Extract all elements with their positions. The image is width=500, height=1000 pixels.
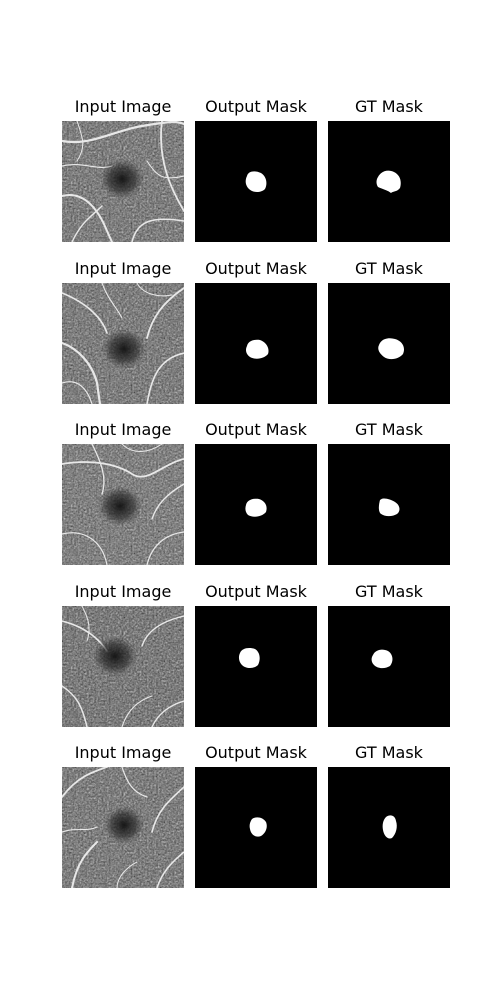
row-4-output-mask-blob bbox=[238, 648, 260, 668]
row-1-output-title: Output Mask bbox=[205, 97, 307, 116]
row-3-gt-mask bbox=[328, 444, 450, 565]
row-5-output-title: Output Mask bbox=[205, 743, 307, 762]
row-3-output-title: Output Mask bbox=[205, 420, 307, 439]
row-5-output-mask bbox=[195, 767, 317, 888]
row-1-gt-mask-blob bbox=[376, 170, 401, 193]
row-1-input-image bbox=[62, 121, 184, 242]
row-4-input-image bbox=[62, 606, 184, 727]
row-3-output-mask-blob bbox=[245, 498, 267, 517]
row-1-input-title: Input Image bbox=[74, 97, 172, 116]
row-1-gt-title: GT Mask bbox=[355, 97, 423, 116]
row-2-input-image bbox=[62, 283, 184, 404]
row-2-gt-mask bbox=[328, 283, 450, 404]
row-5-output-mask-blob bbox=[249, 817, 267, 837]
row-2-input-title: Input Image bbox=[74, 259, 172, 278]
row-1-output-mask-blob bbox=[245, 171, 267, 192]
row-5-gt-mask-blob bbox=[382, 815, 397, 839]
row-5-gt-mask bbox=[328, 767, 450, 888]
row-3-gt-mask-blob bbox=[378, 498, 400, 517]
row-4-gt-title: GT Mask bbox=[355, 582, 423, 601]
row-3-gt-title: GT Mask bbox=[355, 420, 423, 439]
row-2-output-mask bbox=[195, 283, 317, 404]
row-4-input-title: Input Image bbox=[74, 582, 172, 601]
row-5-input-image bbox=[62, 767, 184, 888]
row-2-gt-mask-blob bbox=[378, 338, 405, 360]
row-2-output-mask-blob bbox=[246, 339, 269, 359]
row-3-input-title: Input Image bbox=[74, 420, 172, 439]
row-2-output-title: Output Mask bbox=[205, 259, 307, 278]
row-4-gt-mask-blob bbox=[371, 649, 393, 669]
row-2-gt-title: GT Mask bbox=[355, 259, 423, 278]
row-5-gt-title: GT Mask bbox=[355, 743, 423, 762]
row-1-gt-mask bbox=[328, 121, 450, 242]
row-3-input-image bbox=[62, 444, 184, 565]
row-1-output-mask bbox=[195, 121, 317, 242]
row-4-gt-mask bbox=[328, 606, 450, 727]
row-3-output-mask bbox=[195, 444, 317, 565]
row-4-output-mask bbox=[195, 606, 317, 727]
row-4-output-title: Output Mask bbox=[205, 582, 307, 601]
row-5-input-title: Input Image bbox=[74, 743, 172, 762]
